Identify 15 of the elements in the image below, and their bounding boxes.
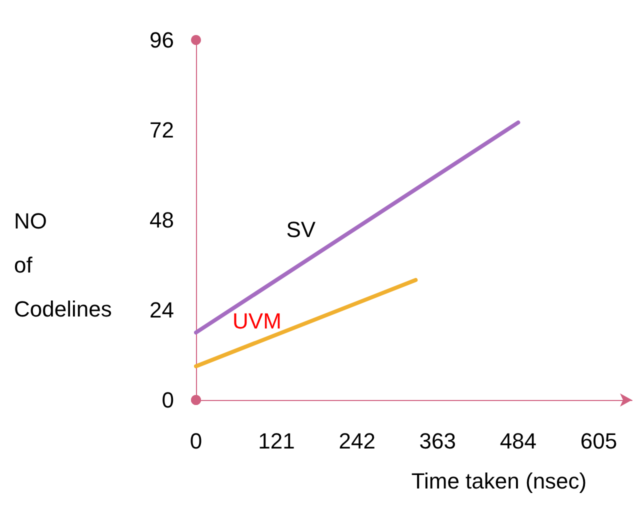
y-tick-label: 24 — [150, 298, 174, 322]
x-tick-label: 605 — [580, 428, 618, 454]
y-tick-label: 48 — [150, 208, 174, 232]
x-tick-label: 484 — [500, 428, 537, 454]
series-label: UVM — [232, 308, 282, 334]
x-axis-title: Time taken (nsec) — [411, 468, 587, 494]
y-tick-label: 0 — [162, 388, 174, 412]
y-axis-title: NO of Codelines — [14, 208, 112, 322]
x-tick-label: 0 — [190, 428, 202, 454]
y-tick-label: 96 — [150, 28, 174, 52]
y-tick-label: 72 — [150, 118, 174, 142]
x-tick-label: 121 — [258, 428, 295, 454]
x-tick-label: 242 — [338, 428, 376, 454]
x-tick-label: 363 — [419, 428, 456, 454]
series-label: SV — [286, 217, 316, 242]
